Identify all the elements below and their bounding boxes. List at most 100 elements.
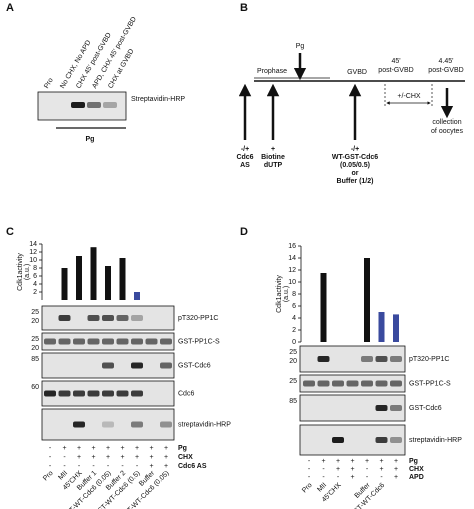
time-label: 45' (391, 58, 400, 65)
time-label: post-GVBD (428, 67, 463, 74)
sign: + (350, 466, 354, 473)
bar (364, 258, 370, 342)
chx-label: +/-CHX (397, 93, 420, 100)
y-tick-label: 0 (292, 339, 296, 346)
sign: + (120, 454, 124, 461)
panel-label: A (6, 2, 14, 14)
timeline (238, 53, 465, 140)
gvbd-label: GVBD (347, 69, 367, 76)
step-label: Biotine (261, 154, 285, 161)
prophase-label: Prophase (257, 68, 287, 75)
band (160, 421, 172, 428)
sign: - (49, 454, 52, 461)
step-label: -/+ (241, 146, 249, 153)
y-axis-label: (a.u.) (283, 286, 290, 302)
panel-label: B (240, 2, 248, 14)
sign: - (78, 463, 81, 470)
mw-marker: 20 (31, 345, 39, 352)
sign: + (394, 474, 398, 481)
step-label: -/+ (351, 146, 359, 153)
band (102, 315, 114, 321)
sign: - (121, 463, 124, 470)
bar (105, 266, 111, 300)
band (332, 437, 344, 443)
sign: - (107, 463, 110, 470)
sign: + (164, 463, 168, 470)
band (375, 380, 388, 387)
group-label: Pg (86, 136, 95, 143)
blot-label: streptavidin-HRP (178, 421, 231, 428)
band (87, 315, 100, 321)
sign: - (322, 466, 325, 473)
sign: + (164, 454, 168, 461)
band (102, 421, 114, 428)
mw-marker: 20 (31, 318, 39, 325)
time-label: post-GVBD (378, 67, 413, 74)
sign: - (63, 463, 66, 470)
step-label: + (271, 146, 275, 153)
band (102, 338, 114, 345)
sign: + (379, 466, 383, 473)
y-tick-label: 12 (29, 249, 37, 256)
band (102, 390, 114, 397)
band (131, 315, 143, 321)
mw-marker: 20 (289, 358, 297, 365)
lane-label: MII (316, 482, 328, 494)
sign: - (49, 463, 52, 470)
y-tick-label: 12 (288, 267, 296, 274)
band (58, 390, 71, 397)
mw-marker: 25 (289, 349, 297, 356)
band (102, 362, 114, 369)
row-label: Pg (178, 445, 187, 452)
end-label: of oocytes (431, 128, 463, 135)
band (390, 356, 402, 362)
blot (299, 394, 406, 422)
sign: + (336, 458, 340, 465)
band (375, 437, 388, 443)
band (116, 315, 129, 321)
y-tick-label: 14 (29, 241, 37, 248)
y-tick-label: 2 (292, 327, 296, 334)
row-label: Cdc6 AS (178, 463, 207, 470)
band (346, 380, 359, 387)
y-tick-label: 10 (29, 257, 37, 264)
sign: + (149, 463, 153, 470)
bar (90, 247, 97, 300)
band (73, 390, 85, 397)
lane-label: MII (57, 470, 69, 482)
blot-label: streptavidin-HRP (409, 437, 462, 444)
band (87, 390, 100, 397)
band (390, 380, 402, 387)
sign: + (149, 445, 153, 452)
bar (393, 314, 399, 342)
bar (320, 273, 327, 342)
sign: + (379, 458, 383, 465)
band (131, 421, 143, 428)
mw-marker: 25 (289, 378, 297, 385)
y-tick-label: 6 (292, 303, 296, 310)
band (58, 315, 71, 321)
blot (299, 345, 406, 373)
sign: - (366, 474, 369, 481)
band (303, 380, 315, 387)
bar (134, 292, 140, 300)
mw-marker: 85 (31, 356, 39, 363)
y-tick-label: 14 (288, 255, 296, 262)
sign: - (322, 474, 325, 481)
band (317, 356, 330, 362)
blot (299, 424, 406, 456)
sign: - (136, 463, 139, 470)
sign: - (366, 466, 369, 473)
blot (41, 408, 175, 441)
band (390, 437, 402, 443)
band (390, 405, 402, 411)
panel-label: C (6, 226, 14, 238)
sign: - (380, 474, 383, 481)
blot-label: GST-PP1C-S (178, 338, 220, 345)
y-tick-label: 10 (288, 279, 296, 286)
sign: + (164, 445, 168, 452)
band (87, 338, 100, 345)
sign: + (321, 458, 325, 465)
band (375, 405, 388, 411)
sign: + (77, 445, 81, 452)
